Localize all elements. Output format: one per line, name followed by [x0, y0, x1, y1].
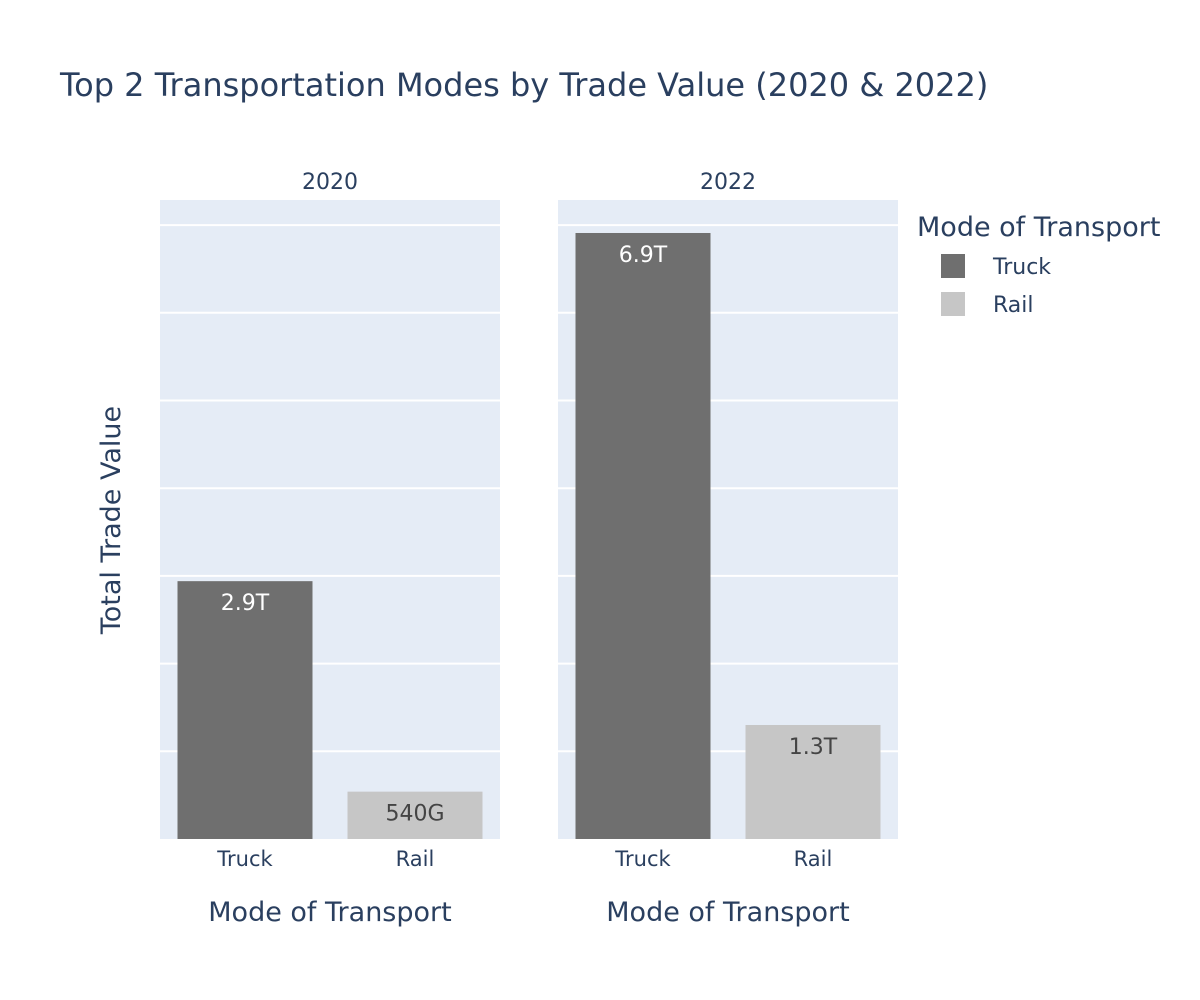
x-axis-title: Mode of Transport: [208, 897, 451, 928]
legend[interactable]: Mode of Transport Truck Rail: [917, 212, 1160, 318]
x-tick-label: Rail: [794, 847, 833, 871]
bar-rail-2022[interactable]: [745, 724, 881, 839]
legend-swatch: [941, 292, 965, 316]
bar-rail-2020[interactable]: [347, 791, 483, 839]
bar-truck-2022[interactable]: [575, 232, 711, 840]
legend-label: Truck: [992, 255, 1051, 280]
bar-label: 6.9T: [619, 243, 668, 268]
chart-panel-2022: 2022 6.9T Truck 1.3T Rail Mode of Transport: [558, 170, 898, 928]
y-axis-title: Total Trade Value: [96, 406, 127, 635]
legend-label: Rail: [993, 293, 1034, 318]
chart-title: Top 2 Transportation Modes by Trade Valu…: [60, 66, 989, 104]
x-tick-label: Truck: [614, 847, 671, 871]
x-axis-title: Mode of Transport: [606, 897, 849, 928]
panel-subtitle: 2022: [700, 170, 756, 195]
legend-title: Mode of Transport: [917, 212, 1160, 243]
bar-label: 2.9T: [221, 591, 270, 616]
x-tick-label: Rail: [396, 847, 435, 871]
legend-item-truck[interactable]: Truck: [941, 254, 1051, 280]
bar-label: 540G: [385, 802, 444, 827]
chart-panel-2020: 2020 2.9T Truck 540G Rail Mode of Transport: [160, 170, 500, 928]
legend-item-rail[interactable]: Rail: [941, 292, 1034, 318]
x-tick-label: Truck: [216, 847, 273, 871]
bar-truck-2020[interactable]: [177, 581, 313, 839]
legend-swatch: [941, 254, 965, 278]
panel-subtitle: 2020: [302, 170, 358, 195]
bar-label: 1.3T: [789, 735, 838, 760]
